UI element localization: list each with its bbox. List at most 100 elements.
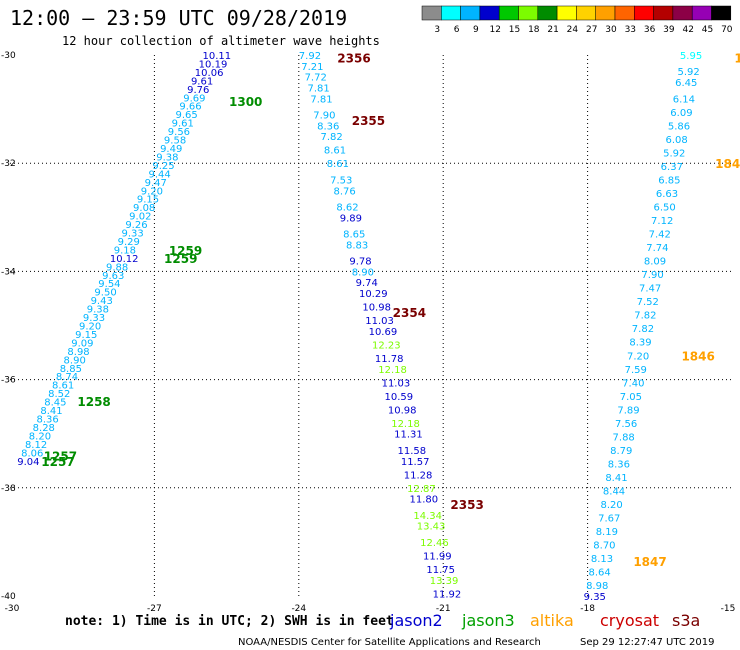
data-point-label: 8.61 bbox=[327, 159, 349, 170]
colorbar-label: 70 bbox=[721, 25, 733, 35]
data-point-label: 9.04 bbox=[17, 457, 39, 468]
time-label: 2355 bbox=[352, 114, 385, 128]
data-point-label: 14.34 bbox=[413, 511, 442, 522]
data-point-label: 7.82 bbox=[632, 324, 654, 335]
time-label: 2354 bbox=[393, 306, 426, 320]
data-point-label: 9.43 bbox=[91, 296, 113, 307]
data-point-label: 11.31 bbox=[394, 430, 423, 441]
footer-note: note: 1) Time is in UTC; 2) SWH is in fe… bbox=[65, 614, 394, 629]
y-tick-label: -32 bbox=[1, 159, 16, 169]
colorbar-label: 33 bbox=[625, 25, 636, 35]
data-point-label: 13.39 bbox=[430, 576, 459, 587]
track-1844-1847: 5.955.926.456.146.095.866.085.926.376.85… bbox=[584, 51, 703, 603]
colorbar-label: 18 bbox=[528, 25, 540, 35]
colorbar-label: 24 bbox=[567, 25, 579, 35]
data-point-label: 7.21 bbox=[301, 62, 323, 73]
data-point-label: 9.61 bbox=[191, 76, 213, 87]
y-tick-label: -38 bbox=[1, 484, 16, 494]
data-point-label: 8.52 bbox=[48, 389, 70, 400]
colorbar-label: 6 bbox=[454, 25, 460, 35]
data-point-label: 5.95 bbox=[680, 51, 702, 62]
data-point-label: 7.81 bbox=[307, 83, 329, 94]
colorbar-swatch bbox=[498, 5, 519, 21]
colorbar-swatch bbox=[711, 5, 732, 21]
time-label: 1259 bbox=[164, 252, 197, 266]
data-point-label: 6.45 bbox=[675, 78, 697, 89]
data-point-label: 13.43 bbox=[417, 522, 446, 533]
footer-credit: NOAA/NESDIS Center for Satellite Applica… bbox=[238, 637, 541, 648]
data-point-label: 7.67 bbox=[598, 514, 620, 525]
colorbar-swatch bbox=[672, 5, 693, 21]
data-point-label: 8.28 bbox=[33, 423, 55, 434]
data-point-label: 9.61 bbox=[172, 119, 194, 130]
colorbar-swatch bbox=[518, 5, 539, 21]
satellite-legend: jason2 jason3 altika cryosat s3a bbox=[389, 611, 700, 630]
data-point-label: 9.65 bbox=[176, 110, 198, 121]
data-point-label: 10.59 bbox=[384, 392, 413, 403]
data-point-label: 8.36 bbox=[317, 121, 339, 132]
x-tick-label: -30 bbox=[5, 604, 20, 614]
data-point-label: 9.33 bbox=[121, 229, 143, 240]
data-point-label: 11.92 bbox=[433, 589, 462, 600]
data-point-label: 9.49 bbox=[160, 144, 182, 155]
time-label: 1847 bbox=[633, 555, 666, 569]
data-point-label: 8.06 bbox=[21, 448, 43, 459]
data-point-label: 8.79 bbox=[610, 446, 632, 457]
data-point-label: 8.36 bbox=[37, 414, 59, 425]
time-label: 1844 bbox=[734, 52, 740, 66]
y-tick-label: -40 bbox=[1, 592, 16, 602]
data-point-label: 8.13 bbox=[591, 554, 613, 565]
data-point-label: 9.58 bbox=[164, 136, 186, 147]
time-label: 1845 bbox=[715, 157, 740, 171]
data-point-label: 12.87 bbox=[407, 484, 436, 495]
data-point-label: 8.83 bbox=[346, 240, 368, 251]
data-point-label: 9.74 bbox=[356, 278, 378, 289]
data-point-label: 9.29 bbox=[118, 237, 140, 248]
colorbar-swatch bbox=[556, 5, 577, 21]
data-point-label: 8.45 bbox=[44, 398, 66, 409]
data-point-label: 7.05 bbox=[620, 392, 642, 403]
data-point-label: 5.92 bbox=[678, 67, 700, 78]
data-point-label: 12.18 bbox=[391, 419, 420, 430]
data-point-label: 7.82 bbox=[320, 132, 342, 143]
data-point-label: 11.57 bbox=[401, 457, 430, 468]
data-point-label: 8.61 bbox=[324, 146, 346, 157]
colorbar-swatch bbox=[653, 5, 674, 21]
data-point-label: 11.80 bbox=[410, 495, 439, 506]
colorbar-swatch bbox=[634, 5, 654, 21]
colorbar-swatch bbox=[479, 5, 500, 21]
data-point-label: 7.88 bbox=[613, 432, 635, 443]
data-point-label: 9.20 bbox=[79, 322, 101, 333]
data-point-label: 7.47 bbox=[639, 284, 661, 295]
data-point-label: 8.61 bbox=[52, 381, 74, 392]
data-point-label: 8.41 bbox=[40, 406, 62, 417]
data-point-label: 7.42 bbox=[649, 230, 671, 241]
time-label: 1300 bbox=[229, 95, 262, 109]
data-point-label: 7.20 bbox=[627, 351, 649, 362]
data-point-label: 9.78 bbox=[349, 257, 371, 268]
data-point-label: 11.58 bbox=[397, 446, 426, 457]
time-label: 1258 bbox=[77, 395, 110, 409]
colorbar-label: 15 bbox=[509, 25, 520, 35]
data-point-label: 10.98 bbox=[362, 303, 391, 314]
data-point-label: 8.98 bbox=[586, 581, 608, 592]
y-tick-label: -36 bbox=[1, 376, 16, 386]
data-point-label: 9.09 bbox=[71, 338, 93, 349]
data-point-label: 5.92 bbox=[663, 148, 685, 159]
data-point-label: 6.09 bbox=[670, 108, 692, 119]
data-point-label: 8.85 bbox=[60, 364, 82, 375]
time-label: 2356 bbox=[337, 52, 370, 66]
data-point-label: 12.23 bbox=[372, 340, 401, 351]
data-point-label: 8.12 bbox=[25, 440, 47, 451]
x-tick-label: -21 bbox=[436, 604, 451, 614]
data-point-label: 7.40 bbox=[622, 378, 644, 389]
data-point-label: 7.90 bbox=[313, 111, 335, 122]
data-point-label: 8.20 bbox=[601, 500, 623, 511]
data-point-label: 7.89 bbox=[617, 405, 639, 416]
data-point-label: 7.82 bbox=[634, 311, 656, 322]
colorbar-label: 39 bbox=[663, 25, 675, 35]
data-point-label: 11.28 bbox=[404, 470, 433, 481]
data-point-label: 10.11 bbox=[203, 51, 232, 62]
